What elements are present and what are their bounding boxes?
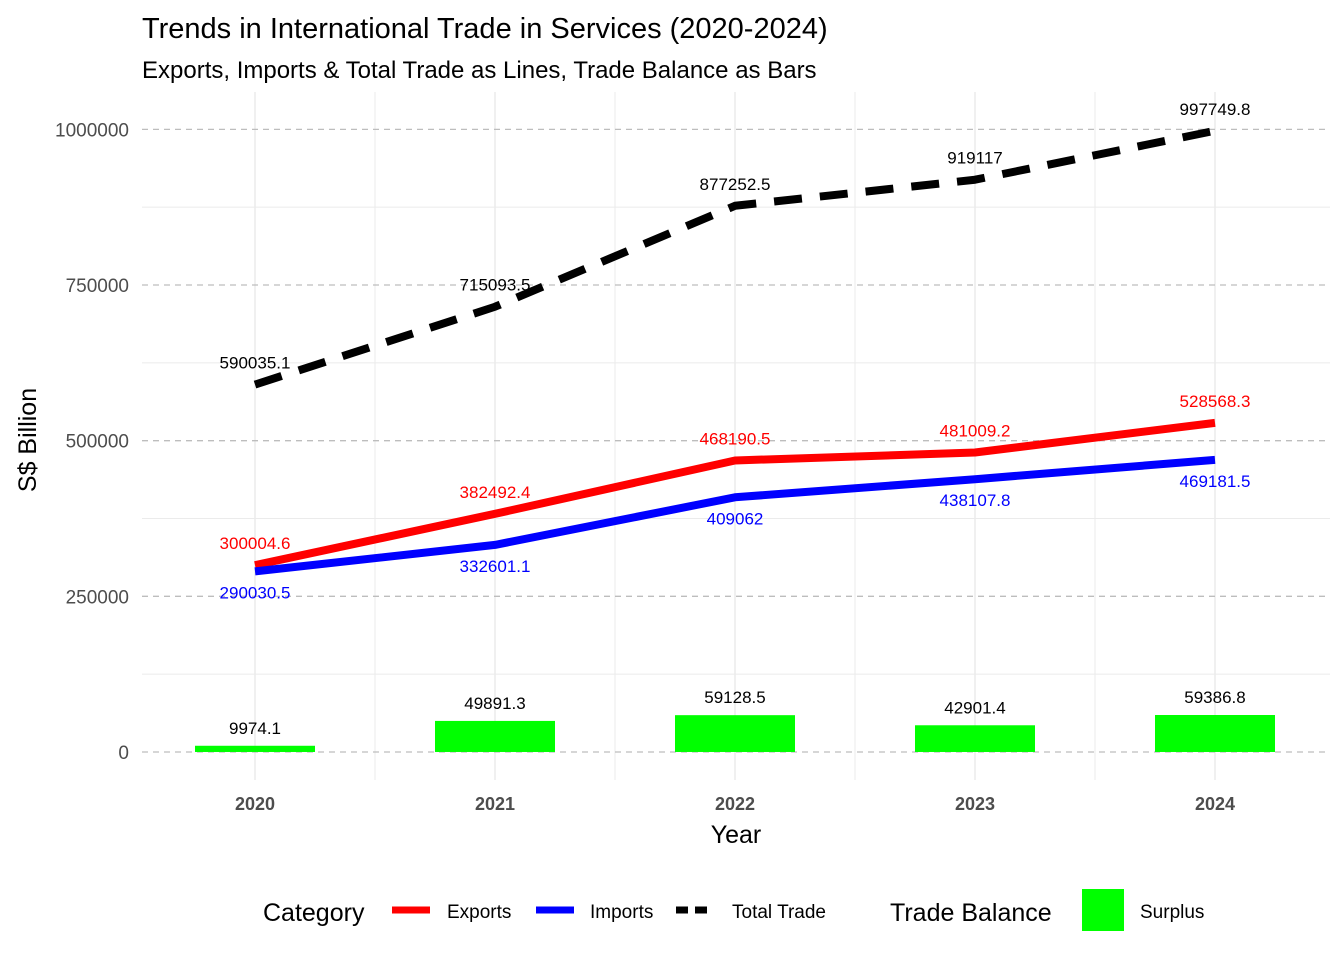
bars (195, 715, 1275, 752)
bar-label: 9974.1 (229, 719, 281, 738)
bar-surplus (1155, 715, 1275, 752)
chart-title: Trends in International Trade in Service… (142, 13, 828, 45)
y-tick-label: 1000000 (55, 120, 129, 141)
data-labels: 9974.1 49891.3 59128.5 42901.4 59386.8 300004… (220, 100, 1251, 738)
legend: Category Trade Balance Exports Imports Tot… (263, 889, 1204, 931)
legend-label: Imports (590, 902, 653, 923)
series-label: 715093.5 (460, 276, 531, 295)
bar-surplus (195, 745, 315, 752)
legend-title-category: Category (263, 899, 365, 927)
legend-label: Total Trade (732, 902, 826, 923)
series-line-imports (254, 455, 1216, 576)
series-label: 528568.3 (1180, 392, 1251, 411)
bar-label: 59128.5 (704, 688, 765, 707)
bar-surplus (915, 725, 1035, 752)
bar-label: 59386.8 (1184, 688, 1245, 707)
series-label: 919117 (947, 149, 1002, 168)
y-tick-label: 0 (118, 743, 129, 764)
series-label: 409062 (707, 509, 764, 528)
series-label: 481009.2 (940, 421, 1011, 440)
y-axis-title: S$ Billion (14, 388, 42, 492)
series-label: 438107.8 (940, 491, 1011, 510)
legend-label: Surplus (1140, 902, 1204, 923)
bar-surplus (435, 720, 555, 752)
series-label: 290030.5 (220, 583, 291, 602)
x-tick-label: 2021 (475, 794, 515, 814)
legend-label: Exports (447, 902, 511, 923)
series-line-exports (254, 418, 1216, 570)
series-label: 468190.5 (700, 429, 771, 448)
series-label: 877252.5 (700, 175, 771, 194)
series-label: 332601.1 (460, 557, 531, 576)
bar-label: 49891.3 (464, 694, 525, 713)
x-tick-label: 2024 (1195, 794, 1235, 814)
series-label: 300004.6 (220, 534, 291, 553)
lines (253, 126, 1216, 576)
y-tick-label: 250000 (66, 587, 129, 608)
series-label: 469181.5 (1180, 472, 1251, 491)
legend-title-trade-balance: Trade Balance (890, 899, 1052, 927)
series-label: 382492.4 (460, 483, 531, 502)
chart-subtitle: Exports, Imports & Total Trade as Lines,… (142, 57, 817, 84)
axes: 0 250000 500000 750000 1000000 2020 2021 2022 20… (55, 120, 1235, 814)
y-tick-label: 750000 (66, 276, 129, 297)
x-axis-title: Year (711, 821, 762, 849)
y-tick-label: 500000 (66, 432, 129, 453)
bar-label: 42901.4 (944, 698, 1005, 717)
series-label: 590035.1 (220, 354, 291, 373)
x-tick-label: 2020 (235, 794, 275, 814)
x-tick-label: 2022 (715, 794, 755, 814)
x-tick-label: 2023 (955, 794, 995, 814)
legend-key-surplus (1082, 889, 1124, 931)
series-line-total-trade (253, 126, 1216, 389)
bar-surplus (675, 715, 795, 752)
series-label: 997749.8 (1180, 100, 1251, 119)
